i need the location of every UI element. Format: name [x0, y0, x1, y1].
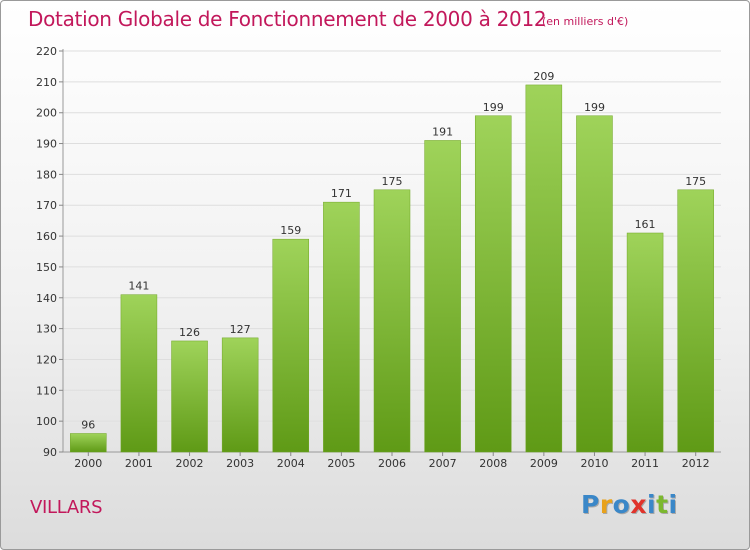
y-tick-label: 190	[36, 138, 57, 151]
y-tick-label: 210	[36, 76, 57, 89]
bar	[70, 433, 107, 453]
bar	[323, 201, 360, 453]
location-label: VILLARS	[30, 497, 103, 518]
data-label: 199	[483, 101, 504, 114]
bar	[677, 189, 714, 453]
x-tick-label: 2011	[631, 457, 659, 470]
bar	[171, 340, 208, 453]
y-tick-label: 150	[36, 261, 57, 274]
chart-subtitle: (en milliers d'€)	[542, 15, 629, 28]
y-tick-label: 130	[36, 323, 57, 336]
x-tick-label: 2005	[327, 457, 355, 470]
data-label: 171	[331, 187, 352, 200]
data-label: 199	[584, 101, 605, 114]
y-axis-ticks: 90 100 110 120 130 140 150 160 170 180 190 200 210 22…	[36, 45, 63, 459]
data-label: 126	[179, 326, 200, 339]
y-tick-label: 90	[43, 446, 57, 459]
data-label: 209	[533, 70, 554, 83]
bar	[272, 238, 310, 453]
logo-letter: i	[668, 490, 678, 519]
x-tick-label: 2004	[277, 457, 305, 470]
y-tick-label: 110	[36, 384, 57, 397]
y-tick-label: 160	[36, 230, 57, 243]
data-label: 175	[382, 175, 403, 188]
bar	[120, 294, 158, 453]
x-tick-label: 2007	[429, 457, 457, 470]
logo-letter: P	[581, 490, 600, 519]
data-label: 127	[230, 323, 251, 336]
y-tick-label: 220	[36, 45, 57, 58]
logo-letter: o	[612, 490, 631, 519]
bar	[626, 232, 664, 453]
bar	[474, 115, 512, 453]
y-tick-label: 170	[36, 199, 57, 212]
data-label: 159	[280, 224, 301, 237]
bars	[70, 84, 714, 453]
logo-letter: r	[599, 490, 613, 519]
bar	[373, 189, 411, 453]
bar	[525, 84, 563, 453]
bar	[576, 115, 613, 453]
x-tick-label: 2003	[226, 457, 254, 470]
y-tick-label: 200	[36, 107, 57, 120]
x-tick-label: 2002	[176, 457, 204, 470]
data-label: 96	[81, 418, 95, 431]
x-tick-label: 2000	[74, 457, 102, 470]
x-tick-label: 2008	[479, 457, 507, 470]
data-labels: 96 141 126 127 159 171 175 191 199 209 199 161 175	[81, 70, 706, 432]
chart-title: Dotation Globale de Fonctionnement de 20…	[28, 7, 547, 31]
logo-letter: x	[630, 490, 647, 519]
logo-letter: t	[656, 490, 669, 519]
y-tick-label: 180	[36, 168, 57, 181]
x-tick-label: 2001	[125, 457, 153, 470]
data-label: 141	[128, 280, 149, 293]
logo-letter: i	[647, 490, 657, 519]
data-label: 191	[432, 125, 453, 138]
x-axis-ticks: 2000 2001 2002 2003 2004 2005 2006 2007 2008 2009…	[74, 452, 710, 470]
bar	[221, 337, 259, 453]
y-tick-label: 140	[36, 292, 57, 305]
x-tick-label: 2006	[378, 457, 406, 470]
data-label: 175	[685, 175, 706, 188]
bar	[424, 140, 461, 453]
x-tick-label: 2012	[682, 457, 710, 470]
x-tick-label: 2010	[580, 457, 608, 470]
x-tick-label: 2009	[530, 457, 558, 470]
proxiti-logo[interactable]: Proxiti	[581, 490, 678, 519]
y-tick-label: 100	[36, 415, 57, 428]
data-label: 161	[635, 218, 656, 231]
y-tick-label: 120	[36, 353, 57, 366]
